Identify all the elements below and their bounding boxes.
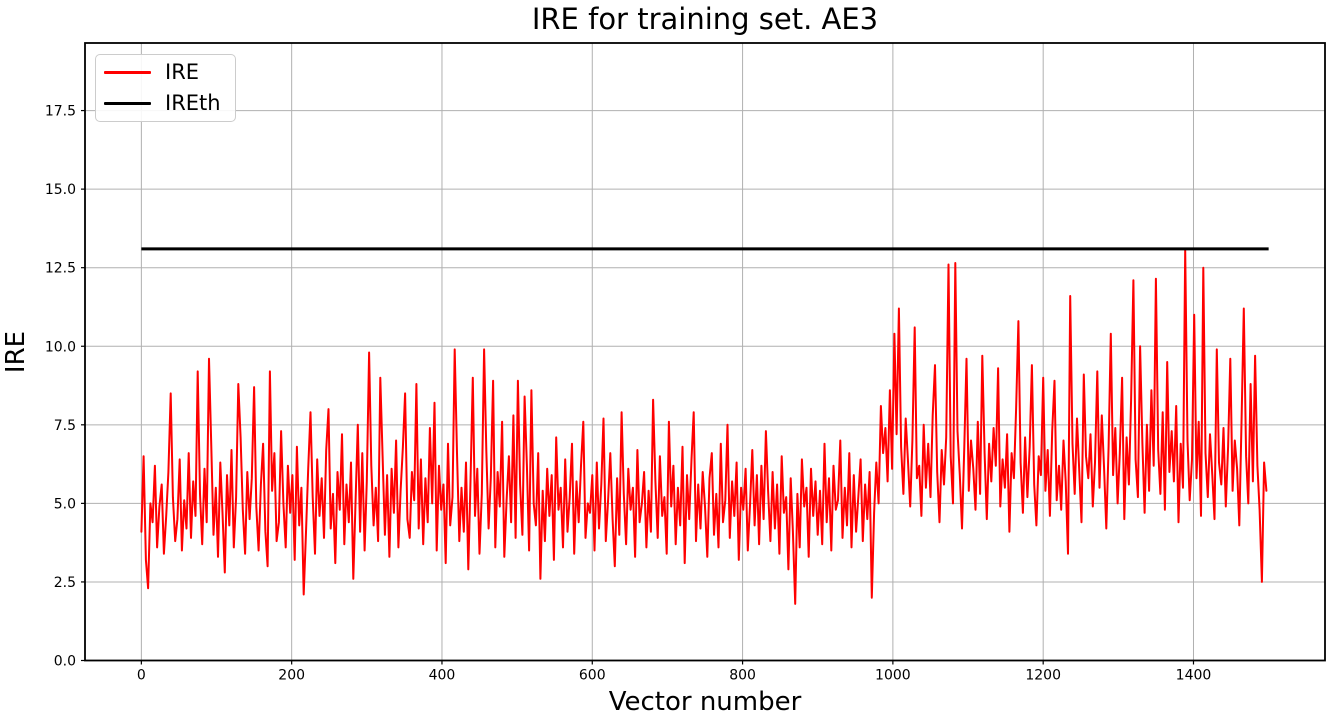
y-tick-label-17.5: 17.5 [45,104,76,120]
y-tick-label-5: 5.0 [54,496,76,512]
x-tick-label-1400: 1400 [1176,668,1212,684]
y-tick-label-2.5: 2.5 [54,575,76,591]
y-tick-label-10: 10.0 [45,339,76,355]
x-tick-label-0: 0 [137,668,146,684]
legend-line-sample-ireth [104,101,151,106]
legend: IRE IREth [95,54,236,122]
x-tick-label-200: 200 [278,668,305,684]
y-axis-label: IRE [1,330,31,374]
legend-label-ireth: IREth [165,91,221,115]
x-tick-label-400: 400 [429,668,456,684]
legend-line-sample-ire [104,70,151,75]
x-tick-label-600: 600 [579,668,606,684]
legend-entry-ireth: IREth [96,89,235,119]
y-tick-label-15: 15.0 [45,182,76,198]
plot-border [84,42,1326,662]
legend-label-ire: IRE [165,60,200,84]
x-tick-label-1000: 1000 [875,668,911,684]
y-tick-label-7.5: 7.5 [54,418,76,434]
y-tick-label-12.5: 12.5 [45,261,76,277]
series-line-ire [140,249,1268,605]
x-tick-label-1200: 1200 [1025,668,1061,684]
x-tick-label-800: 800 [729,668,756,684]
chart-title: IRE for training set. AE3 [531,2,879,36]
legend-entry-ire: IRE [96,58,235,88]
y-tick-label-0: 0.0 [54,654,76,670]
x-axis-label: Vector number [608,687,802,717]
